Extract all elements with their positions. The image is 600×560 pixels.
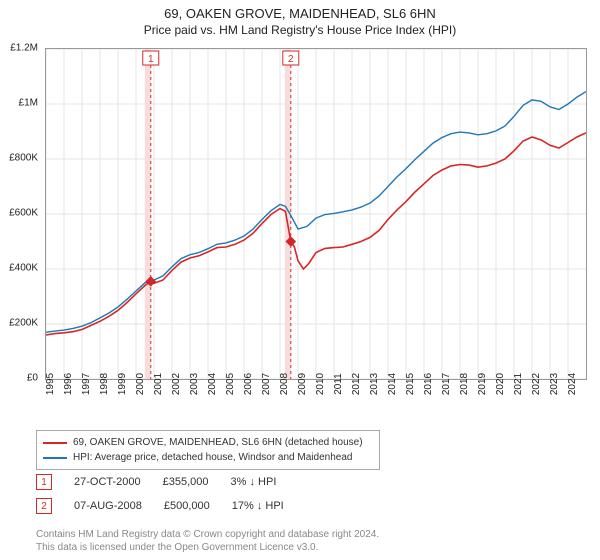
x-tick-label: 2012 <box>351 373 362 395</box>
y-tick-label: £1M <box>19 98 38 109</box>
chart-plot-area: 12 <box>45 48 587 380</box>
sale-price-1: £355,000 <box>163 476 209 488</box>
x-tick-label: 1999 <box>117 373 128 395</box>
x-tick-label: 2018 <box>459 373 470 395</box>
x-tick-label: 2006 <box>243 373 254 395</box>
x-tick-label: 2015 <box>405 373 416 395</box>
sale-date-2: 07-AUG-2008 <box>74 500 142 512</box>
legend-label-hpi: HPI: Average price, detached house, Wind… <box>73 450 352 465</box>
y-tick-label: £1.2M <box>10 43 38 54</box>
sale-event-row-2: 2 07-AUG-2008 £500,000 17% ↓ HPI <box>36 498 576 514</box>
x-tick-label: 2001 <box>153 373 164 395</box>
x-tick-label: 2011 <box>333 373 344 395</box>
sale-price-2: £500,000 <box>164 500 210 512</box>
x-tick-label: 2008 <box>279 373 290 395</box>
y-tick-label: £200K <box>9 318 38 329</box>
legend-swatch-hpi <box>43 457 67 459</box>
x-tick-label: 2014 <box>387 373 398 395</box>
x-tick-label: 2010 <box>315 373 326 395</box>
x-tick-label: 2009 <box>297 373 308 395</box>
title-main: 69, OAKEN GROVE, MAIDENHEAD, SL6 6HN <box>0 6 600 21</box>
sale-marker-badge-1: 1 <box>36 474 52 490</box>
legend-label-property: 69, OAKEN GROVE, MAIDENHEAD, SL6 6HN (de… <box>73 435 363 450</box>
y-tick-label: £400K <box>9 263 38 274</box>
svg-text:2: 2 <box>288 54 294 65</box>
sale-diff-2: 17% ↓ HPI <box>232 500 284 512</box>
x-tick-label: 2002 <box>171 373 182 395</box>
title-sub: Price paid vs. HM Land Registry's House … <box>0 23 600 37</box>
x-tick-label: 1998 <box>99 373 110 395</box>
x-tick-label: 2003 <box>189 373 200 395</box>
x-tick-label: 2005 <box>225 373 236 395</box>
x-tick-label: 2021 <box>513 373 524 395</box>
x-tick-label: 2020 <box>495 373 506 395</box>
x-tick-label: 2013 <box>369 373 380 395</box>
x-tick-label: 2004 <box>207 373 218 395</box>
x-tick-label: 2023 <box>549 373 560 395</box>
chart-container: 69, OAKEN GROVE, MAIDENHEAD, SL6 6HN Pri… <box>0 0 600 560</box>
legend-swatch-property <box>43 442 67 444</box>
y-tick-label: £600K <box>9 208 38 219</box>
y-axis-labels: £0£200K£400K£600K£800K£1M£1.2M <box>0 48 42 378</box>
chart-svg: 12 <box>46 49 586 379</box>
x-tick-label: 2019 <box>477 373 488 395</box>
x-tick-label: 1997 <box>81 373 92 395</box>
title-block: 69, OAKEN GROVE, MAIDENHEAD, SL6 6HN Pri… <box>0 0 600 37</box>
legend-row-property: 69, OAKEN GROVE, MAIDENHEAD, SL6 6HN (de… <box>43 435 373 450</box>
y-tick-label: £0 <box>27 373 38 384</box>
legend-row-hpi: HPI: Average price, detached house, Wind… <box>43 450 373 465</box>
x-tick-label: 1996 <box>63 373 74 395</box>
x-tick-label: 2007 <box>261 373 272 395</box>
x-tick-label: 2017 <box>441 373 452 395</box>
x-tick-label: 1995 <box>45 373 56 395</box>
sale-marker-badge-2: 2 <box>36 498 52 514</box>
y-tick-label: £800K <box>9 153 38 164</box>
sale-diff-1: 3% ↓ HPI <box>231 476 277 488</box>
copyright-line-2: This data is licensed under the Open Gov… <box>36 541 379 554</box>
sale-date-1: 27-OCT-2000 <box>74 476 141 488</box>
sale-events-list: 1 27-OCT-2000 £355,000 3% ↓ HPI 2 07-AUG… <box>36 474 576 522</box>
x-tick-label: 2024 <box>567 373 578 395</box>
legend-box: 69, OAKEN GROVE, MAIDENHEAD, SL6 6HN (de… <box>36 430 380 470</box>
x-axis-labels: 1995199619971998199920002001200220032004… <box>45 380 585 430</box>
x-tick-label: 2000 <box>135 373 146 395</box>
svg-text:1: 1 <box>148 54 154 65</box>
sale-event-row-1: 1 27-OCT-2000 £355,000 3% ↓ HPI <box>36 474 576 490</box>
copyright-line-1: Contains HM Land Registry data © Crown c… <box>36 528 379 541</box>
x-tick-label: 2016 <box>423 373 434 395</box>
copyright-notice: Contains HM Land Registry data © Crown c… <box>36 528 379 554</box>
x-tick-label: 2022 <box>531 373 542 395</box>
